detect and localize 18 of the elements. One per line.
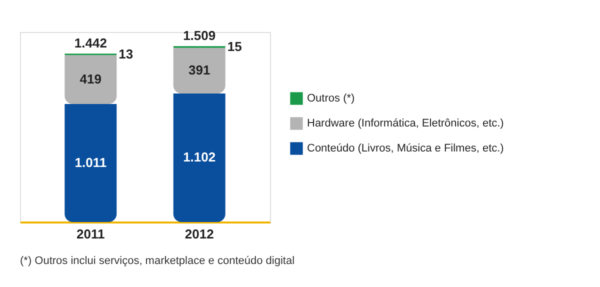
data-label: 15: [227, 38, 242, 54]
total-label: 1.509: [183, 28, 216, 44]
data-label: 1.011: [74, 155, 107, 170]
x-tick-label: 2011: [76, 226, 105, 242]
bar: [64, 55, 117, 104]
bar: [173, 48, 226, 94]
legend-label: Hardware (Informática, Eletrônicos, etc.): [307, 118, 504, 130]
text: (*) Outros inclui serviços, marketplace e conteúdo digital: [20, 255, 295, 267]
bar: [173, 93, 226, 222]
data-label: 391: [188, 62, 210, 78]
data-label: 1.102: [183, 150, 216, 165]
x-tick-label: 2012: [184, 226, 214, 242]
data-label: 13: [118, 46, 134, 62]
bar: [64, 104, 117, 222]
total-label: 1.442: [74, 36, 107, 51]
data-label: 419: [80, 72, 102, 87]
legend-label: Outros (*): [307, 92, 355, 104]
legend-label: Conteúdo (Livros, Música e Filmes, etc.): [307, 142, 504, 154]
